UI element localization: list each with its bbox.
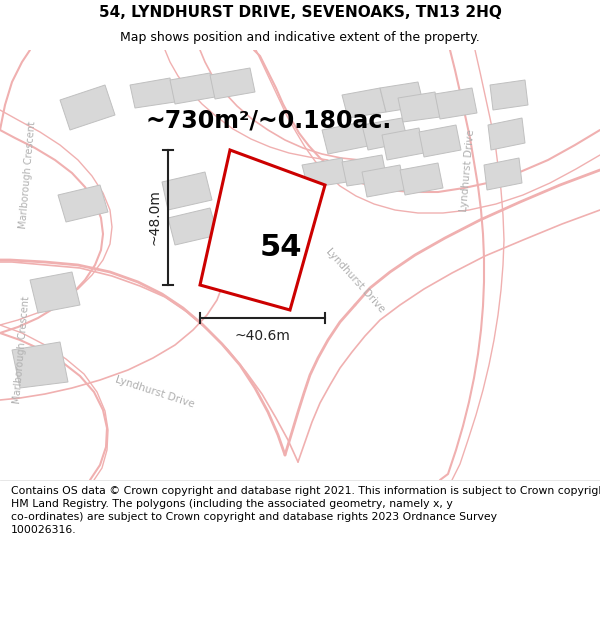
Polygon shape	[60, 85, 115, 130]
Polygon shape	[400, 163, 443, 195]
Polygon shape	[435, 88, 477, 119]
Text: Marlborough Crescent: Marlborough Crescent	[13, 296, 32, 404]
Text: ~40.6m: ~40.6m	[235, 329, 290, 343]
Polygon shape	[200, 150, 325, 310]
Polygon shape	[484, 158, 522, 190]
Polygon shape	[362, 165, 405, 197]
Text: Contains OS data © Crown copyright and database right 2021. This information is : Contains OS data © Crown copyright and d…	[11, 486, 600, 536]
Polygon shape	[130, 78, 175, 108]
Text: 54, LYNDHURST DRIVE, SEVENOAKS, TN13 2HQ: 54, LYNDHURST DRIVE, SEVENOAKS, TN13 2HQ	[98, 5, 502, 20]
Polygon shape	[490, 80, 528, 110]
Polygon shape	[342, 155, 387, 186]
Polygon shape	[322, 122, 368, 154]
Polygon shape	[58, 185, 108, 222]
Polygon shape	[342, 88, 386, 118]
Polygon shape	[162, 172, 212, 210]
Polygon shape	[382, 128, 424, 160]
Text: ~730m²/~0.180ac.: ~730m²/~0.180ac.	[145, 108, 391, 132]
Text: Map shows position and indicative extent of the property.: Map shows position and indicative extent…	[120, 31, 480, 44]
Polygon shape	[302, 158, 347, 188]
Polygon shape	[398, 92, 440, 122]
Polygon shape	[380, 82, 424, 112]
Text: Lyndhurst Drive: Lyndhurst Drive	[114, 374, 196, 409]
Polygon shape	[210, 68, 255, 99]
Polygon shape	[362, 118, 408, 150]
Text: 54: 54	[260, 233, 302, 262]
Polygon shape	[170, 73, 215, 104]
Polygon shape	[12, 342, 68, 388]
Text: Marlborough Crescent: Marlborough Crescent	[19, 121, 38, 229]
Polygon shape	[30, 272, 80, 313]
Polygon shape	[168, 208, 218, 245]
Text: ~48.0m: ~48.0m	[147, 189, 161, 246]
Polygon shape	[419, 125, 461, 157]
Text: Lyndhurst Drive: Lyndhurst Drive	[323, 246, 386, 314]
Text: Lyndhurst Drive: Lyndhurst Drive	[460, 129, 476, 211]
Polygon shape	[488, 118, 525, 150]
